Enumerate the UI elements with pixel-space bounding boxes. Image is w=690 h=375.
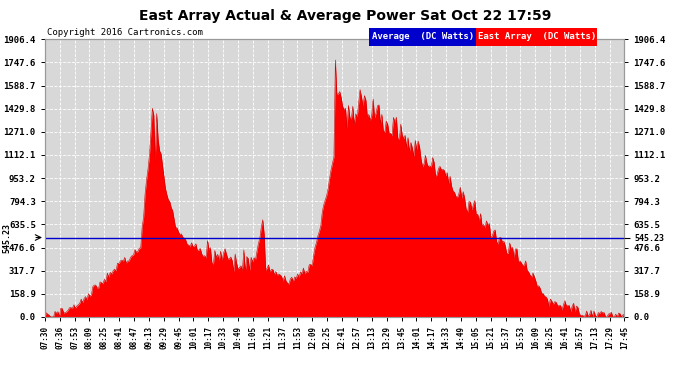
Text: East Array  (DC Watts): East Array (DC Watts) — [477, 32, 596, 41]
Text: Copyright 2016 Cartronics.com: Copyright 2016 Cartronics.com — [47, 28, 203, 37]
Text: East Array Actual & Average Power Sat Oct 22 17:59: East Array Actual & Average Power Sat Oc… — [139, 9, 551, 23]
Text: Average  (DC Watts): Average (DC Watts) — [372, 32, 474, 41]
Text: 545.23: 545.23 — [2, 222, 12, 252]
